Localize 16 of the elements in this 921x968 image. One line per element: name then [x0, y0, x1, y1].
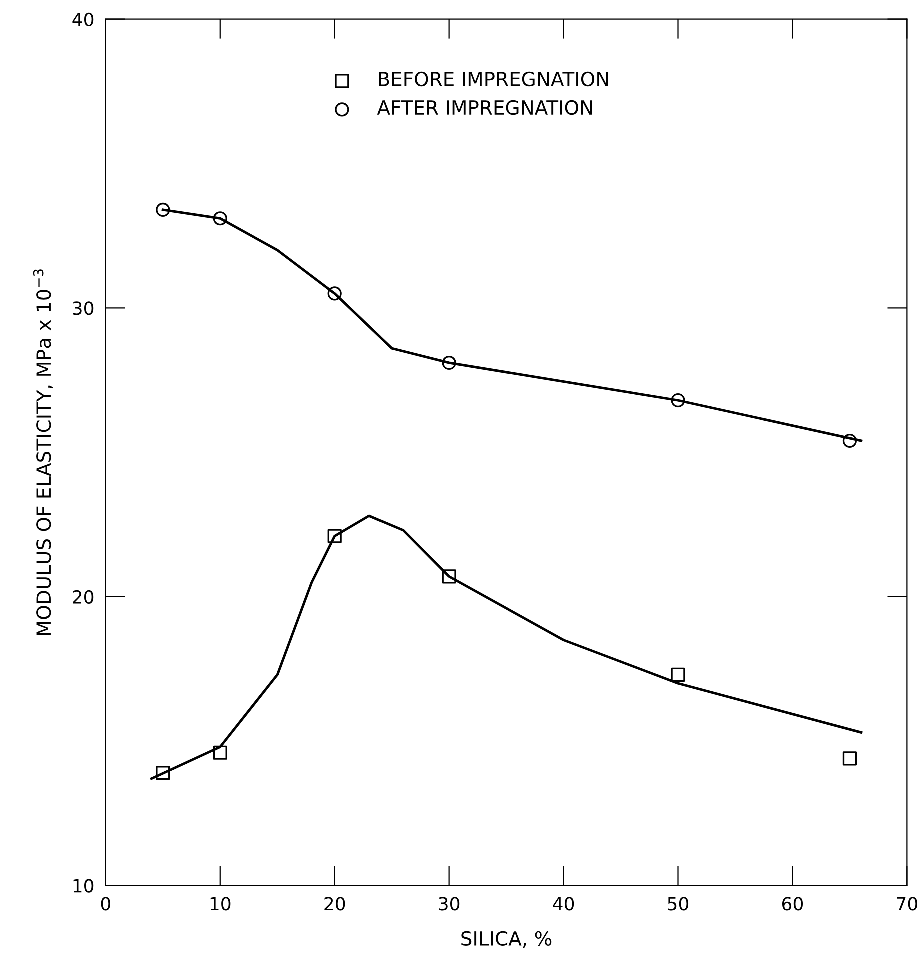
x-tick-label: 30 — [439, 897, 460, 911]
y-tick-label: 10 — [74, 879, 94, 893]
legend-label: AFTER IMPREGNATION — [377, 100, 592, 116]
y-tick-label: 20 — [73, 590, 94, 604]
legend-label: BEFORE IMPREGNATION — [379, 72, 608, 87]
y-tick-label: 30 — [73, 302, 94, 316]
x-tick-label: 10 — [210, 897, 231, 911]
x-tick-label: 70 — [897, 897, 918, 911]
x-tick-label: 20 — [324, 897, 346, 911]
x-tick-label: 50 — [668, 897, 689, 911]
y-axis-title: MODULUS OF ELASTICITY, MPa x 10$^{−3}$ — [33, 270, 54, 636]
x-tick-label: 40 — [553, 897, 574, 911]
y-tick-label: 40 — [72, 12, 94, 26]
x-tick-label: 60 — [782, 897, 804, 911]
x-axis-title: SILICA, % — [462, 931, 552, 948]
x-tick-label: 0 — [101, 897, 110, 911]
